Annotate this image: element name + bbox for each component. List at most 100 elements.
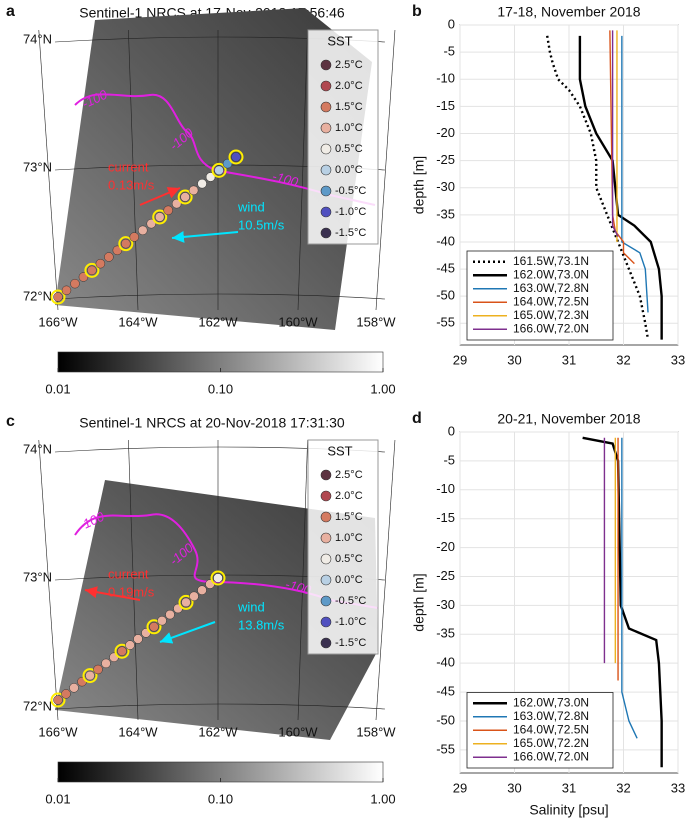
station-ring	[50, 289, 66, 305]
sst-point	[231, 152, 241, 162]
y-tick-label: -5	[443, 44, 455, 59]
lon-label: 164°W	[118, 724, 158, 739]
legend-label: 163.0W,72.8N	[513, 709, 589, 723]
sst-point	[138, 225, 148, 236]
x-tick-label: 30	[507, 780, 521, 795]
lon-label: 166°W	[38, 314, 78, 329]
legend-label: 166.0W,72.0N	[513, 749, 589, 763]
y-tick-label: -40	[436, 233, 455, 248]
legend-label: 0.5°C	[335, 553, 363, 565]
lon-label: 166°W	[38, 724, 78, 739]
profile-line	[582, 436, 663, 768]
graticule-lon	[38, 29, 59, 311]
station-ring	[118, 236, 134, 252]
current-speed: 0.13m/s	[108, 177, 155, 192]
lon-label: 160°W	[278, 314, 318, 329]
legend-label: 0.0°C	[335, 574, 363, 586]
legend-marker	[320, 532, 332, 544]
legend-label: 0.0°C	[335, 164, 363, 176]
legend-box	[466, 692, 614, 769]
current-arrow	[84, 586, 141, 601]
y-tick-label: -20	[436, 539, 455, 554]
sst-point	[146, 218, 156, 229]
sst-point	[163, 205, 173, 216]
graticule-lon	[297, 29, 308, 311]
sst-point	[133, 634, 143, 644]
sst-point	[213, 573, 223, 583]
lon-label: 160°W	[278, 724, 318, 739]
map-panel: a Sentinel-1 NRCS at 17-Nov-2018 17:56:46…	[6, 3, 396, 396]
sst-point	[95, 258, 106, 269]
sst-point	[112, 245, 123, 256]
legend-marker	[320, 490, 332, 502]
panel-letter: b	[412, 3, 422, 20]
y-tick-label: -5	[443, 452, 455, 467]
y-tick-label: -45	[436, 684, 455, 699]
legend-label: 162.0W,73.0N	[513, 267, 589, 281]
y-tick-label: -25	[436, 152, 455, 167]
lon-label: 158°W	[356, 724, 396, 739]
legend-label: 166.0W,72.0N	[513, 321, 589, 335]
legend-marker	[320, 59, 332, 71]
x-tick-label: 31	[562, 352, 576, 367]
sst-point	[93, 664, 103, 675]
sst-point	[197, 585, 207, 595]
sst-point	[61, 285, 72, 296]
y-tick-label: -30	[436, 179, 455, 194]
sar-image	[55, 480, 378, 740]
lon-label: 162°W	[198, 724, 238, 739]
y-tick-label: -15	[436, 98, 455, 113]
legend-label: 165.0W,72.3N	[513, 308, 589, 322]
y-tick-label: -20	[436, 125, 455, 140]
legend-label: 163.0W,72.8N	[513, 281, 589, 295]
current-speed: 0.19m/s	[108, 584, 155, 599]
graticule-lon	[128, 439, 139, 721]
wind-speed: 13.8m/s	[238, 617, 285, 632]
graticule-lon	[38, 439, 59, 721]
x-tick-label: 29	[453, 352, 467, 367]
legend-label: -0.5°C	[335, 185, 366, 197]
wind-label: wind	[237, 599, 265, 614]
legend-marker	[320, 469, 332, 481]
x-tick-label: 31	[562, 780, 576, 795]
legend-label: 164.0W,72.5N	[513, 722, 589, 736]
sst-point	[181, 597, 191, 608]
colorbar-tick-label: 0.10	[208, 791, 233, 806]
sst-point	[101, 658, 111, 669]
legend-box	[466, 250, 614, 341]
legend-marker	[320, 164, 332, 176]
map-panel: c Sentinel-1 NRCS at 20-Nov-2018 17:31:30…	[6, 413, 396, 806]
current-label: current	[108, 159, 149, 174]
lat-label: 74°N	[23, 31, 52, 46]
legend-marker	[320, 595, 332, 607]
lat-label: 73°N	[23, 159, 52, 174]
legend-title: SST	[327, 33, 352, 48]
wind-arrow	[159, 621, 216, 644]
sst-point	[121, 238, 131, 249]
legend-label: 1.0°C	[335, 532, 363, 544]
profile-line	[621, 437, 638, 739]
legend-label: 0.5°C	[335, 143, 363, 155]
legend-label: -1.5°C	[335, 637, 366, 649]
current-arrow	[139, 187, 181, 206]
panel-letter: c	[6, 413, 15, 430]
graticule-lon	[128, 29, 139, 311]
sst-point	[188, 185, 199, 196]
sst-point	[205, 172, 216, 182]
legend-box	[307, 439, 379, 655]
y-tick-label: -35	[436, 206, 455, 221]
legend-marker	[320, 227, 332, 239]
colorbar-tick-label: 0.01	[45, 791, 70, 806]
legend-marker	[320, 637, 332, 649]
y-tick-label: -50	[436, 288, 455, 303]
legend-label: 2.5°C	[335, 469, 363, 481]
sst-point	[87, 265, 97, 276]
wind-arrow	[171, 230, 239, 243]
colorbar-tick-label: 0.10	[208, 381, 233, 396]
station-ring	[82, 668, 98, 684]
legend-label: -1.0°C	[335, 206, 366, 218]
lon-label: 158°W	[356, 314, 396, 329]
lat-label: 72°N	[23, 698, 52, 713]
legend-marker	[320, 511, 332, 523]
sst-point	[180, 192, 190, 202]
